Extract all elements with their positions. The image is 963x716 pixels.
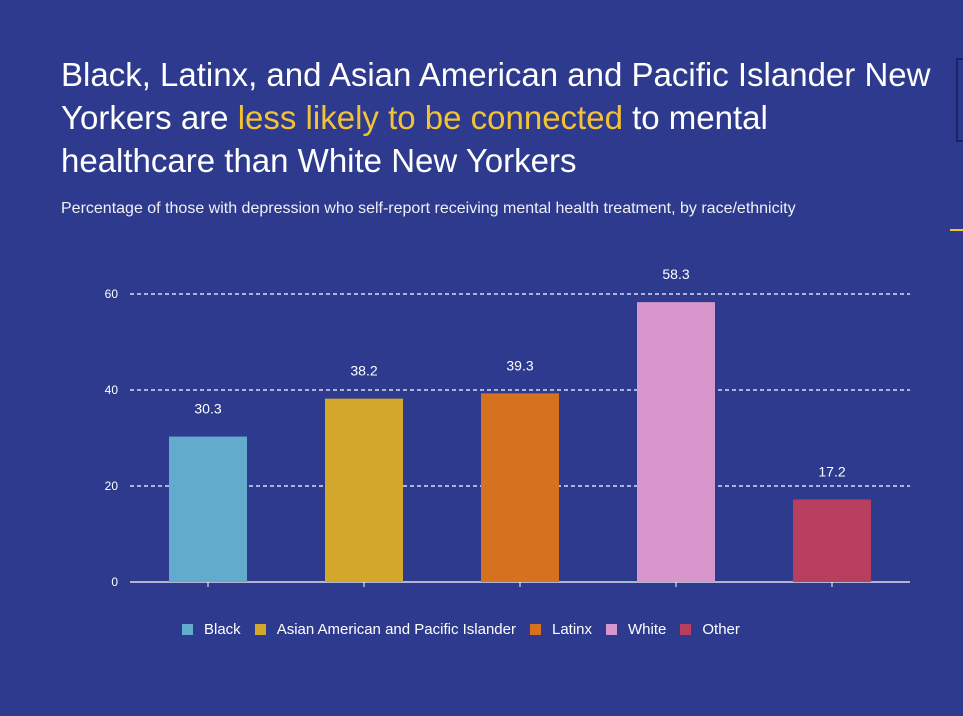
- legend-label: Other: [702, 621, 740, 638]
- title-part-2: to mental healthcare than White New York…: [61, 99, 768, 179]
- legend-item: Other: [680, 621, 740, 638]
- data-label: 39.3: [506, 357, 533, 373]
- data-label: 30.3: [194, 401, 221, 417]
- legend-swatch: [254, 624, 266, 635]
- edge-frame-decoration: [956, 58, 963, 142]
- legend-swatch: [529, 624, 541, 635]
- y-tick-label: 20: [105, 479, 119, 493]
- bar: [325, 398, 403, 582]
- data-label: 58.3: [662, 266, 689, 282]
- title-part-1: Black, Latinx, and Asian American and Pa…: [61, 56, 931, 136]
- bar: [793, 499, 871, 582]
- y-tick-label: 0: [111, 575, 118, 589]
- bar: [169, 436, 247, 582]
- bar: [637, 302, 715, 582]
- chart-legend: Black Asian American and Pacific Islander…: [182, 621, 754, 638]
- legend-label: Black: [204, 621, 241, 638]
- legend-swatch: [680, 624, 692, 635]
- legend-swatch: [182, 624, 193, 635]
- legend-item: White: [606, 621, 666, 638]
- title-highlight: less likely to be connected: [237, 99, 623, 136]
- y-tick-label: 60: [105, 287, 119, 301]
- y-tick-label: 40: [105, 383, 119, 397]
- legend-item: Latinx: [529, 621, 593, 638]
- legend-label: Asian American and Pacific Islander: [276, 621, 516, 638]
- data-label: 17.2: [818, 463, 845, 479]
- legend-item: Asian American and Pacific Islander: [254, 621, 516, 638]
- bar: [481, 393, 559, 582]
- chart-title: Black, Latinx, and Asian American and Pa…: [61, 53, 931, 182]
- legend-label: Latinx: [551, 621, 593, 638]
- legend-swatch: [606, 624, 618, 635]
- chart-subtitle: Percentage of those with depression who …: [61, 200, 796, 217]
- legend-label: White: [628, 621, 667, 638]
- legend-item: Black: [182, 621, 241, 638]
- data-label: 38.2: [350, 363, 377, 379]
- edge-accent-line: [950, 229, 963, 231]
